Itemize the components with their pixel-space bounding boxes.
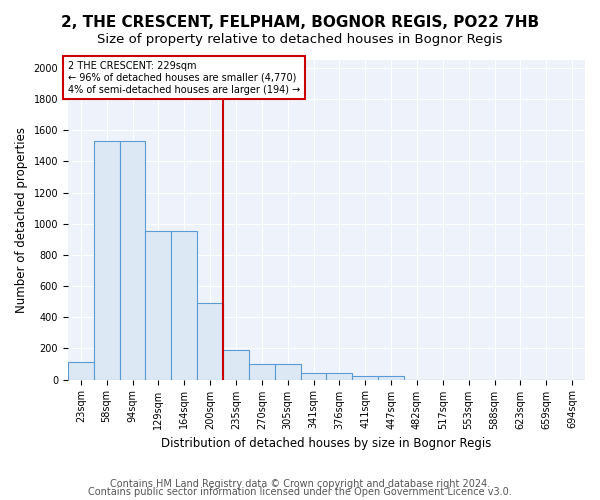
Bar xyxy=(119,141,145,380)
Y-axis label: Number of detached properties: Number of detached properties xyxy=(15,127,28,313)
Text: Size of property relative to detached houses in Bognor Regis: Size of property relative to detached ho… xyxy=(97,32,503,46)
Text: 2, THE CRESCENT, FELPHAM, BOGNOR REGIS, PO22 7HB: 2, THE CRESCENT, FELPHAM, BOGNOR REGIS, … xyxy=(61,15,539,30)
Bar xyxy=(94,141,119,380)
Bar xyxy=(68,362,94,380)
Bar xyxy=(249,364,275,380)
Bar xyxy=(352,376,378,380)
Bar xyxy=(197,303,223,380)
Bar xyxy=(378,376,404,380)
Bar xyxy=(326,374,352,380)
Bar xyxy=(172,232,197,380)
Text: 2 THE CRESCENT: 229sqm
← 96% of detached houses are smaller (4,770)
4% of semi-d: 2 THE CRESCENT: 229sqm ← 96% of detached… xyxy=(68,62,300,94)
Bar xyxy=(275,364,301,380)
Bar xyxy=(223,350,249,380)
Text: Contains public sector information licensed under the Open Government Licence v3: Contains public sector information licen… xyxy=(88,487,512,497)
Bar xyxy=(301,374,326,380)
Bar xyxy=(145,232,172,380)
X-axis label: Distribution of detached houses by size in Bognor Regis: Distribution of detached houses by size … xyxy=(161,437,491,450)
Text: Contains HM Land Registry data © Crown copyright and database right 2024.: Contains HM Land Registry data © Crown c… xyxy=(110,479,490,489)
